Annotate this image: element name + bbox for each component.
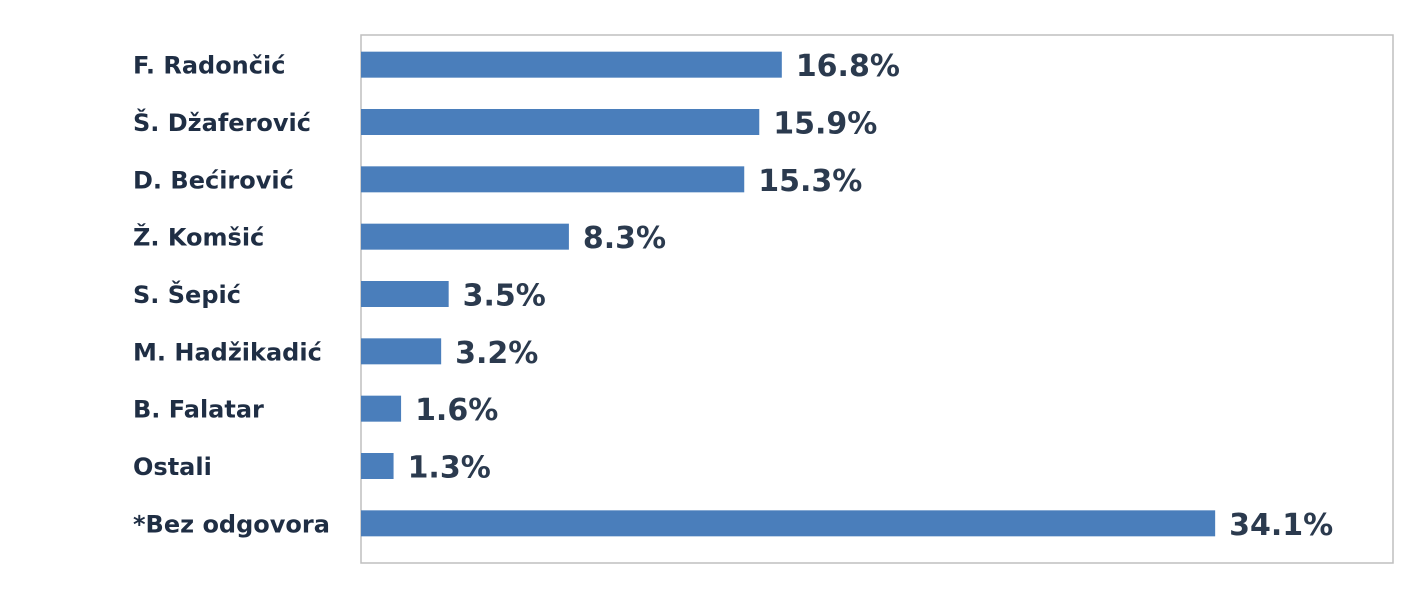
bar	[361, 510, 1216, 537]
value-label: 3.2%	[455, 336, 538, 371]
bar	[361, 453, 394, 479]
value-label: 34.1%	[1229, 508, 1333, 543]
bar	[361, 338, 442, 365]
value-label: 1.3%	[408, 451, 491, 486]
category-label: F. Radončić	[133, 52, 285, 80]
bar	[361, 281, 449, 307]
value-label: 3.5%	[463, 279, 546, 314]
category-label: *Bez odgovora	[133, 510, 330, 538]
value-label: 15.9%	[773, 107, 877, 142]
category-label: Ostali	[133, 453, 212, 481]
category-label: M. Hadžikadić	[133, 338, 322, 366]
bar	[361, 395, 402, 422]
bar	[361, 166, 745, 193]
bar	[361, 223, 569, 250]
bar	[361, 51, 782, 78]
category-label: Ž. Komšić	[133, 223, 264, 252]
category-label: D. Bećirović	[133, 166, 294, 194]
value-label: 8.3%	[583, 221, 666, 256]
value-label: 15.3%	[758, 164, 862, 199]
value-label: 16.8%	[796, 49, 900, 84]
category-label: Š. Džaferović	[133, 107, 311, 137]
bar	[361, 109, 760, 135]
category-label: S. Šepić	[133, 279, 241, 309]
category-label: B. Falatar	[133, 396, 264, 424]
value-label: 1.6%	[415, 393, 498, 428]
